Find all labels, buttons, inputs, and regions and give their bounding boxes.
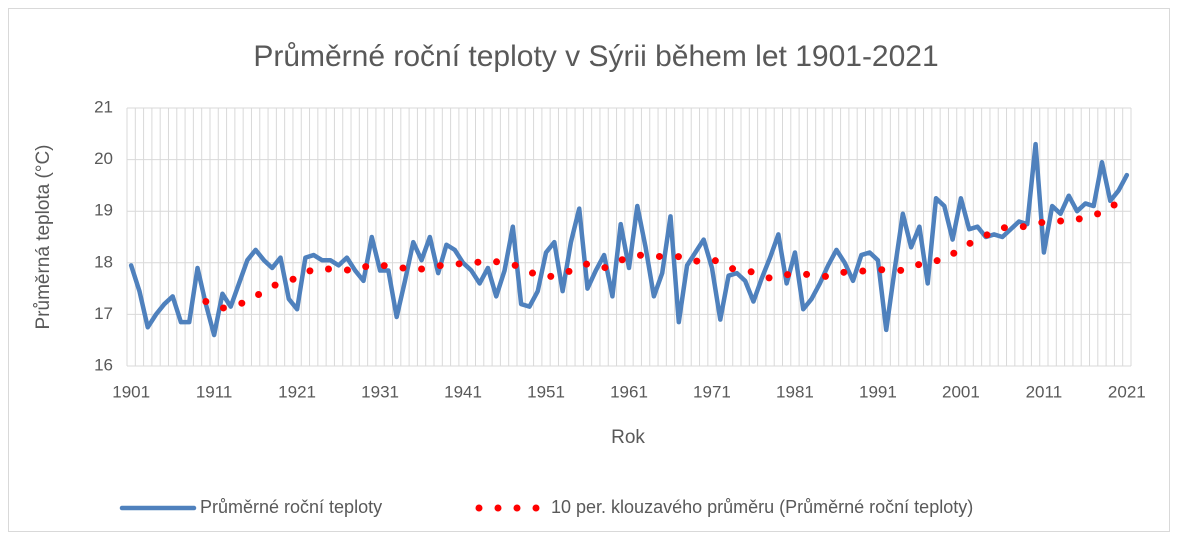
x-tick-label: 1961: [610, 382, 648, 401]
x-tick-label: 1991: [859, 382, 897, 401]
x-tick-label: 1921: [278, 382, 316, 401]
y-axis-label: Průměrná teplota (°C): [33, 145, 54, 330]
legend-label: 10 per. klouzavého průměru (Průměrné roč…: [551, 497, 973, 517]
x-tick-label: 2021: [1108, 382, 1146, 401]
x-tick-label: 2011: [1026, 382, 1063, 401]
x-axis-label: Rok: [611, 427, 645, 448]
x-tick-label: 1941: [444, 382, 482, 401]
chart-title: Průměrné roční teploty v Sýrii během let…: [253, 40, 938, 73]
x-tick-label: 1981: [776, 382, 814, 401]
x-tick-label: 1901: [112, 382, 150, 401]
y-tick-label: 18: [94, 252, 113, 271]
x-tick-label: 1911: [196, 382, 233, 401]
x-tick-label: 1931: [361, 382, 399, 401]
y-tick-label: 16: [94, 355, 113, 374]
y-tick-label: 20: [94, 149, 113, 168]
x-tick-label: 2001: [942, 382, 980, 401]
chart-border: [8, 8, 1170, 532]
y-tick-label: 17: [94, 304, 113, 323]
data-line: [128, 141, 1130, 338]
y-tick-label: 21: [94, 97, 113, 116]
x-tick-label: 1951: [527, 382, 565, 401]
legend-label: Průměrné roční teploty: [200, 497, 382, 517]
y-tick-label: 19: [94, 201, 113, 220]
x-tick-label: 1971: [693, 382, 731, 401]
